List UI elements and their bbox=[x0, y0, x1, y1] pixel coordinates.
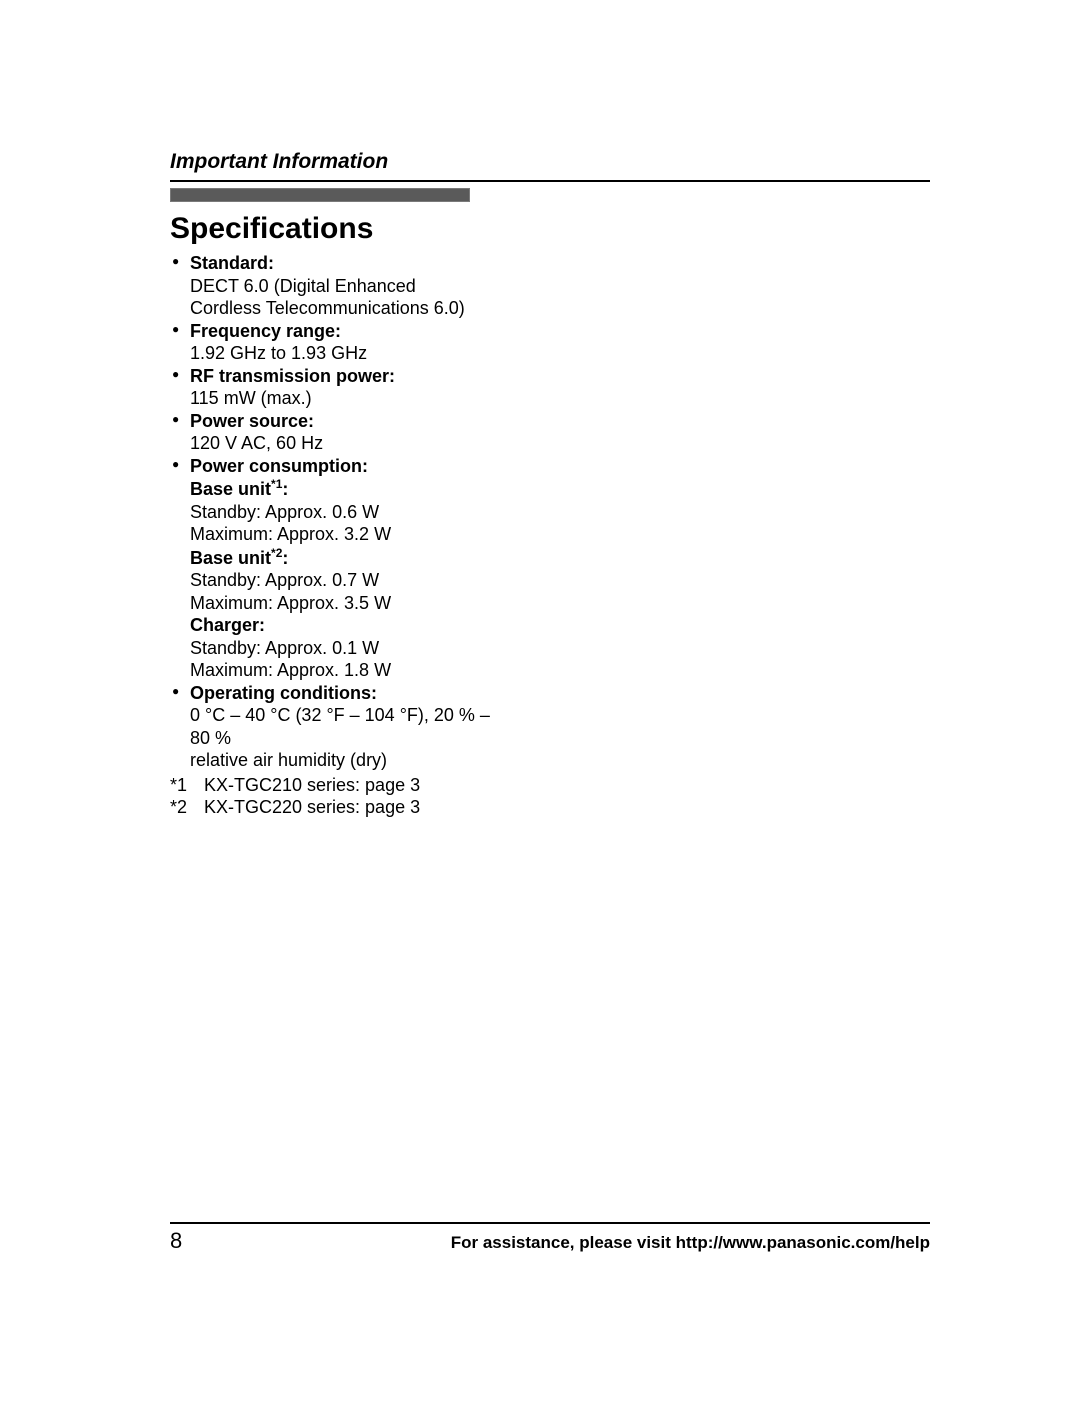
header-rule bbox=[170, 180, 930, 182]
spec-value: Standby: Approx. 0.7 W bbox=[190, 570, 379, 590]
superscript-ref: *1 bbox=[271, 477, 282, 491]
footnote-text: KX-TGC210 series: page 3 bbox=[204, 774, 420, 797]
spec-item-frequency: Frequency range: 1.92 GHz to 1.93 GHz bbox=[170, 320, 510, 365]
spec-item-rf-power: RF transmission power: 115 mW (max.) bbox=[170, 365, 510, 410]
spec-value: Standby: Approx. 0.6 W bbox=[190, 502, 379, 522]
spec-value: Maximum: Approx. 1.8 W bbox=[190, 660, 391, 680]
spec-item-standard: Standard: DECT 6.0 (Digital Enhanced Cor… bbox=[170, 252, 510, 320]
spec-sublabel-base2: Base unit*2: bbox=[190, 548, 288, 568]
specifications-title: Specifications bbox=[170, 212, 930, 246]
footer-row: 8 For assistance, please visit http://ww… bbox=[170, 1228, 930, 1254]
footnote-text: KX-TGC220 series: page 3 bbox=[204, 796, 420, 819]
spec-value: 1.92 GHz to 1.93 GHz bbox=[190, 343, 367, 363]
spec-sublabel-charger: Charger: bbox=[190, 615, 265, 635]
footnote-mark: *2 bbox=[170, 796, 204, 819]
sublabel-text: Base unit bbox=[190, 548, 271, 568]
footnote-1: *1 KX-TGC210 series: page 3 bbox=[170, 774, 510, 797]
spec-list: Standard: DECT 6.0 (Digital Enhanced Cor… bbox=[170, 252, 510, 772]
spec-label: Power consumption: bbox=[190, 456, 368, 476]
spec-value: Maximum: Approx. 3.5 W bbox=[190, 593, 391, 613]
spec-value: Maximum: Approx. 3.2 W bbox=[190, 524, 391, 544]
specifications-content: Standard: DECT 6.0 (Digital Enhanced Cor… bbox=[170, 252, 510, 819]
spec-value: 115 mW (max.) bbox=[190, 388, 312, 408]
spec-label: Frequency range: bbox=[190, 321, 341, 341]
spec-value: 120 V AC, 60 Hz bbox=[190, 433, 323, 453]
spec-item-operating-conditions: Operating conditions: 0 °C – 40 °C (32 °… bbox=[170, 682, 510, 772]
page-footer: 8 For assistance, please visit http://ww… bbox=[170, 1222, 930, 1254]
header-block: Important Information bbox=[170, 150, 930, 202]
footnote-mark: *1 bbox=[170, 774, 204, 797]
spec-label: Power source: bbox=[190, 411, 314, 431]
page-number: 8 bbox=[170, 1228, 182, 1254]
gray-divider-bar bbox=[170, 188, 470, 202]
spec-value: Standby: Approx. 0.1 W bbox=[190, 638, 379, 658]
footnotes: *1 KX-TGC210 series: page 3 *2 KX-TGC220… bbox=[170, 774, 510, 819]
spec-item-power-source: Power source: 120 V AC, 60 Hz bbox=[170, 410, 510, 455]
footnote-2: *2 KX-TGC220 series: page 3 bbox=[170, 796, 510, 819]
footer-assist-text: For assistance, please visit http://www.… bbox=[451, 1233, 930, 1253]
spec-value-line: relative air humidity (dry) bbox=[190, 750, 387, 770]
sublabel-colon: : bbox=[282, 479, 288, 499]
spec-label: Standard: bbox=[190, 253, 274, 273]
spec-value-line: DECT 6.0 (Digital Enhanced bbox=[190, 276, 416, 296]
spec-value-line: 0 °C – 40 °C (32 °F – 104 °F), 20 % – 80… bbox=[190, 705, 490, 748]
spec-value-line: Cordless Telecommunications 6.0) bbox=[190, 298, 465, 318]
spec-label: Operating conditions: bbox=[190, 683, 377, 703]
spec-label: RF transmission power: bbox=[190, 366, 395, 386]
superscript-ref: *2 bbox=[271, 546, 282, 560]
spec-sublabel-base1: Base unit*1: bbox=[190, 479, 288, 499]
sublabel-text: Base unit bbox=[190, 479, 271, 499]
footer-rule bbox=[170, 1222, 930, 1224]
spec-item-power-consumption: Power consumption: Base unit*1: Standby:… bbox=[170, 455, 510, 682]
section-header: Important Information bbox=[170, 150, 930, 174]
manual-page: Important Information Specifications Sta… bbox=[0, 0, 1080, 1404]
sublabel-colon: : bbox=[282, 548, 288, 568]
